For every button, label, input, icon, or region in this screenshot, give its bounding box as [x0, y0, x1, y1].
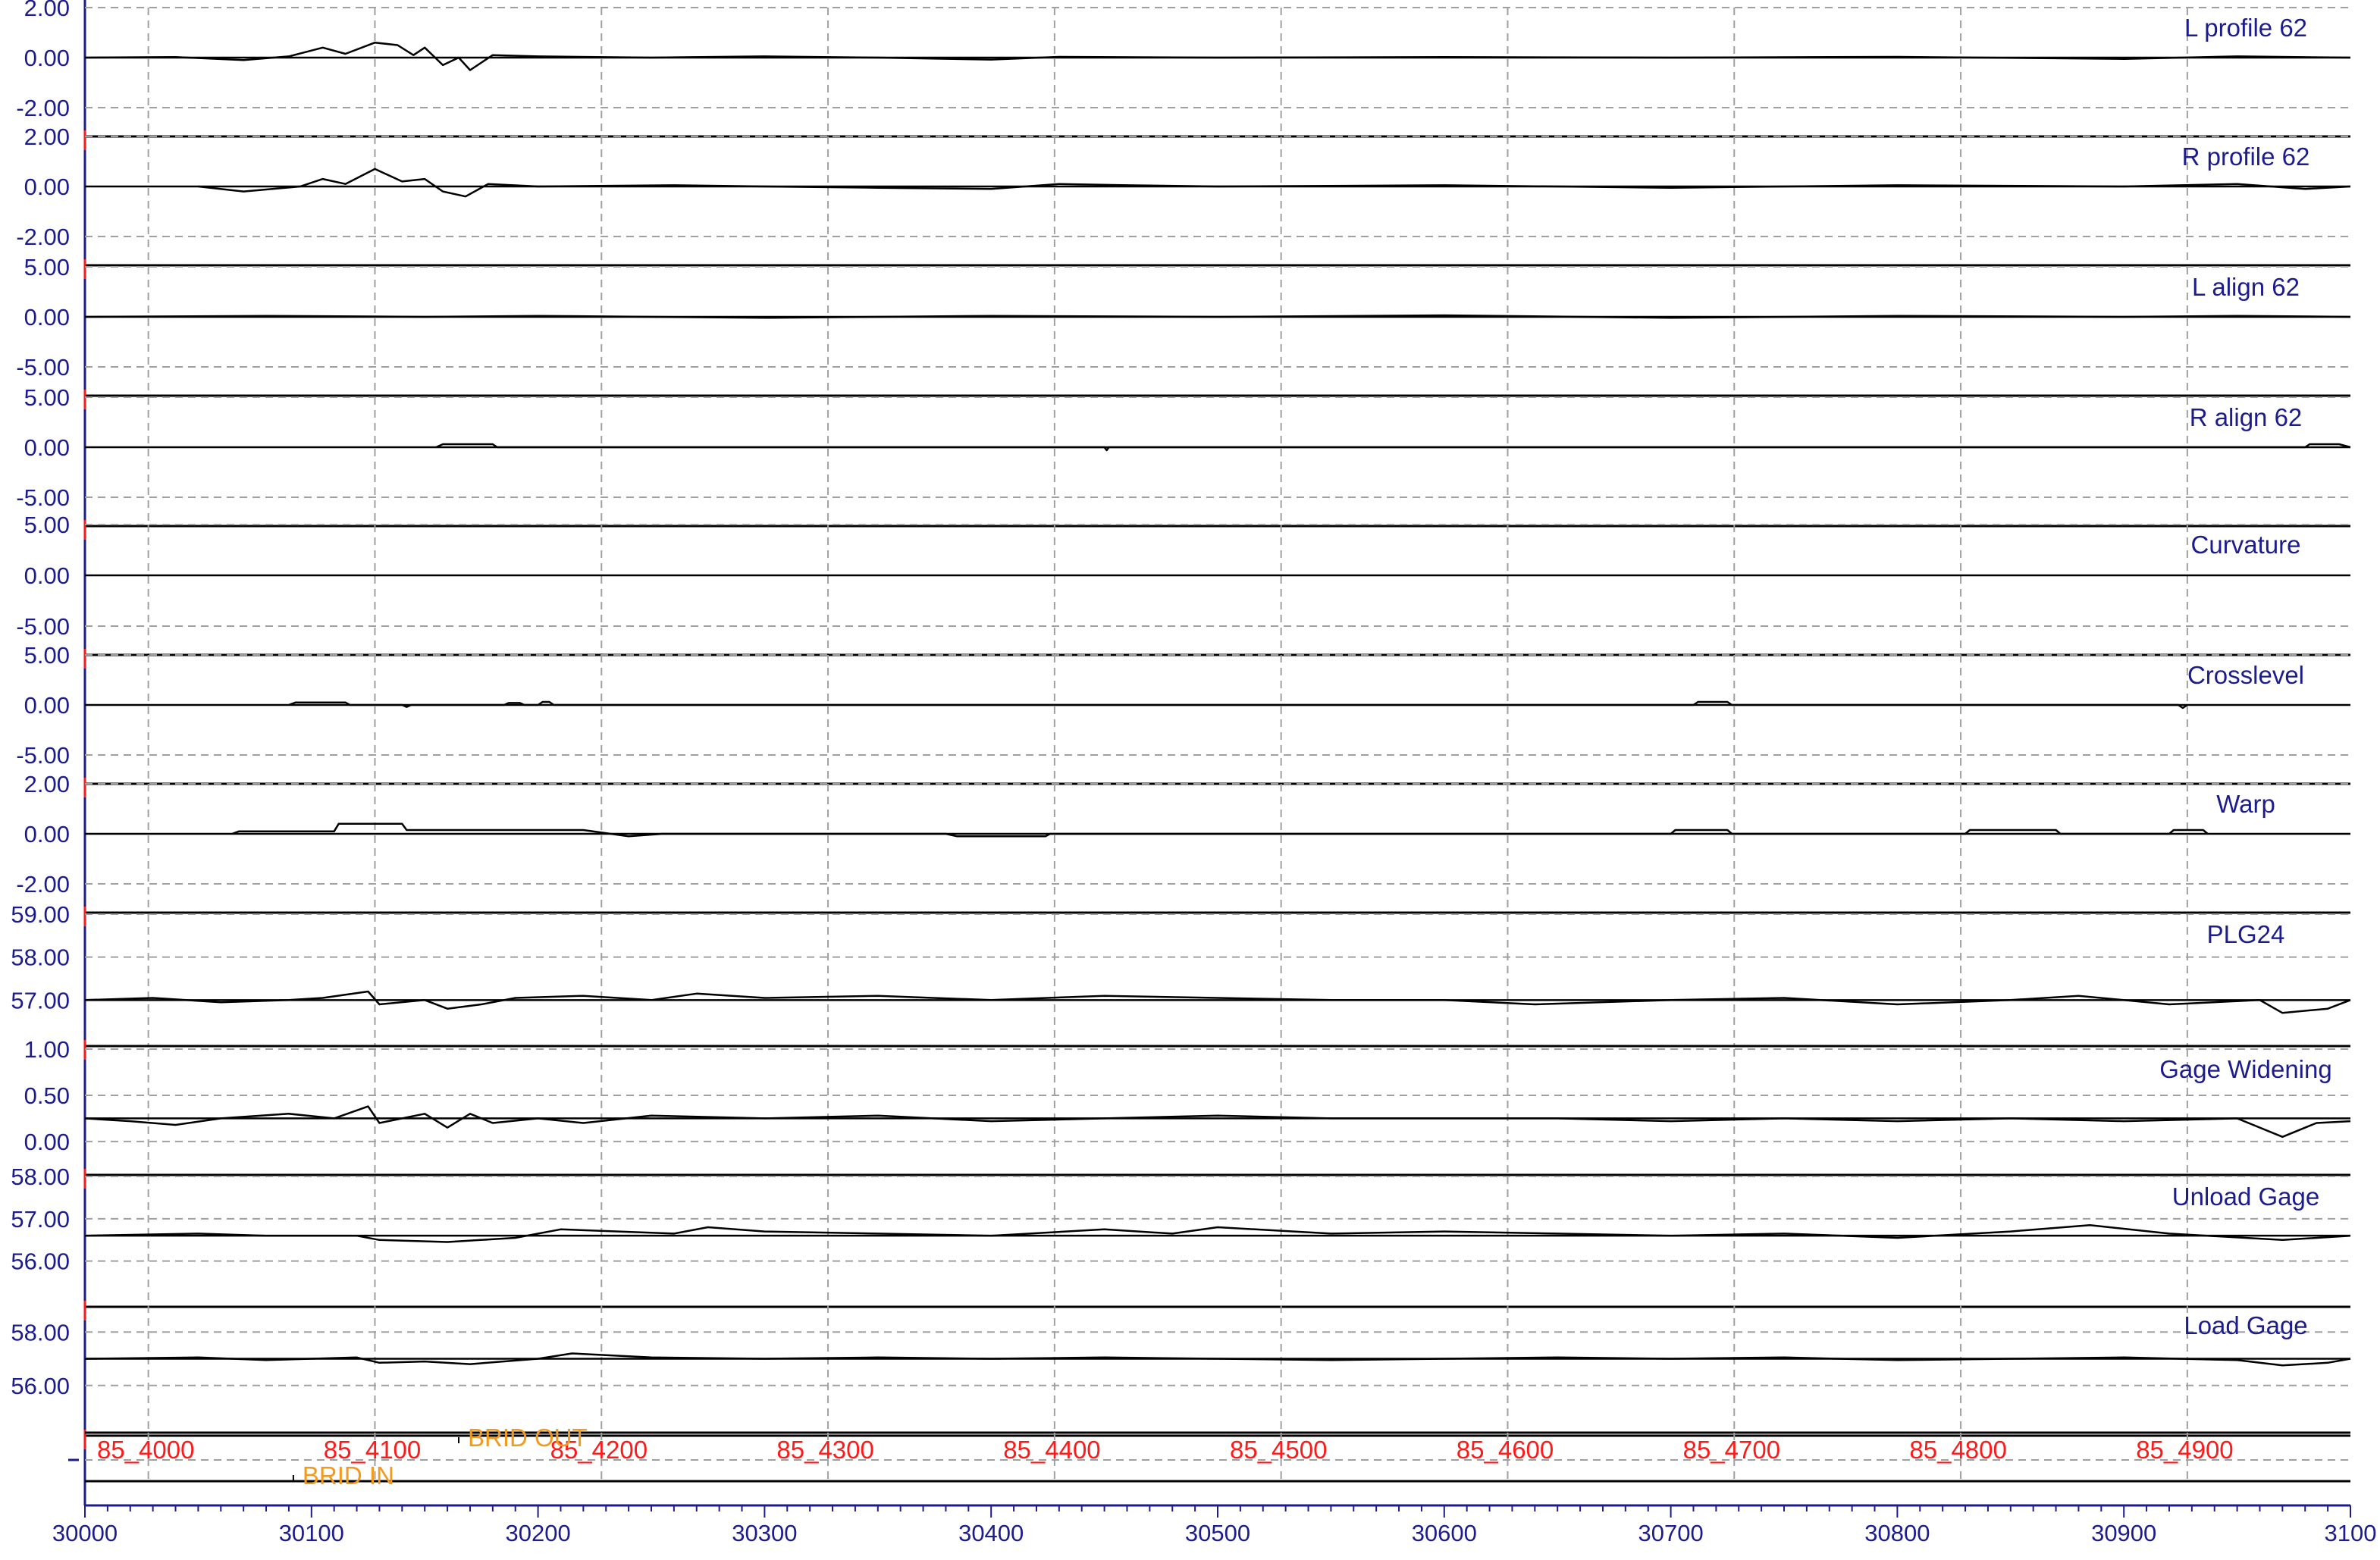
bridge-marker-label: BRID IN	[303, 1461, 394, 1490]
y-tick-label: 2.00	[24, 124, 70, 150]
y-tick-label: 0.50	[24, 1082, 70, 1109]
panel-label: PLG24	[2207, 920, 2285, 948]
x-tick-label: 30700	[1638, 1520, 1703, 1546]
y-tick-label: -2.00	[16, 871, 70, 897]
series-line	[84, 1105, 2351, 1139]
y-tick-label: 0.00	[24, 562, 70, 589]
x-tick-label: 30900	[2091, 1520, 2156, 1546]
station-marker-label: 85_4100	[324, 1436, 421, 1464]
panel-7: 2.00 0.00 -2.00 Warp	[16, 771, 2350, 926]
y-tick-label: -2.00	[16, 95, 70, 121]
series-line	[288, 700, 2188, 710]
y-tick-label: 0.00	[24, 1129, 70, 1155]
marker-band: 85_4000 85_4100 85_4200 85_4300 85_4400 85_45…	[68, 1424, 2350, 1490]
panel-2: 2.00 0.00 -2.00 R profile 62	[16, 124, 2351, 279]
y-tick-label: 1.00	[24, 1036, 70, 1063]
series-line	[84, 41, 2351, 71]
panel-1: 2.00 0.00 -2.00 L profile 62	[16, 0, 2351, 150]
panel-label: R profile 62	[2182, 143, 2310, 171]
y-tick-label: 0.00	[24, 692, 70, 719]
y-tick-label: 0.00	[24, 434, 70, 461]
y-tick-label: -5.00	[16, 354, 70, 381]
panel-6: 5.00 0.00 -5.00 Crosslevel	[16, 642, 2350, 797]
x-tick-label: 30800	[1864, 1520, 1930, 1546]
station-marker-label: 85_4900	[2136, 1436, 2233, 1464]
series-line	[84, 1352, 2351, 1367]
y-tick-label: 57.00	[11, 987, 70, 1013]
panel-10: 58.00 57.00 56.00 Unload Gage	[11, 1164, 2351, 1320]
y-tick-label: 58.00	[11, 944, 70, 971]
y-tick-label: 5.00	[24, 512, 70, 538]
y-tick-label: 58.00	[11, 1319, 70, 1345]
station-marker-label: 85_4000	[97, 1436, 194, 1464]
x-tick-label: 30200	[505, 1520, 570, 1546]
y-tick-label: 2.00	[24, 771, 70, 797]
y-tick-label: 0.00	[24, 174, 70, 200]
y-tick-label: 59.00	[11, 901, 70, 928]
panel-9: 1.00 0.50 0.00 Gage Widening	[24, 1036, 2351, 1189]
x-tick-label: 30500	[1185, 1520, 1250, 1546]
x-tick-label: 30600	[1412, 1520, 1477, 1546]
panel-11: 58.00 56.00 Load Gage	[11, 1305, 2351, 1449]
y-tick-label: -5.00	[16, 742, 70, 769]
station-marker-label: 85_4800	[1909, 1436, 2006, 1464]
series-line	[84, 990, 2351, 1014]
station-marker-label: 85_4300	[776, 1436, 873, 1464]
x-tick-label: 30300	[732, 1520, 797, 1546]
bridge-marker-label: BRID OUT	[468, 1424, 588, 1452]
panel-3: 5.00 0.00 -5.00 L align 62	[16, 254, 2351, 409]
series-line	[435, 443, 2351, 452]
panel-label: Unload Gage	[2172, 1183, 2319, 1211]
panel-8: 59.00 58.00 57.00 PLG24	[11, 901, 2351, 1060]
y-tick-label: 2.00	[24, 0, 70, 21]
panel-5: 5.00 0.00 -5.00 Curvature	[16, 512, 2350, 669]
series-line	[84, 1223, 2351, 1243]
panel-4: 5.00 0.00 -5.00 R align 62	[16, 384, 2351, 540]
y-tick-label: -5.00	[16, 484, 70, 511]
station-marker-label: 85_4400	[1003, 1436, 1100, 1464]
y-tick-label: 5.00	[24, 384, 70, 411]
series-line	[231, 822, 2209, 838]
panel-label: R align 62	[2190, 403, 2303, 431]
x-tick-label: 3100	[2325, 1520, 2377, 1546]
station-marker-label: 85_4600	[1457, 1436, 1554, 1464]
y-tick-label: -2.00	[16, 224, 70, 250]
panel-label: L align 62	[2192, 273, 2300, 301]
station-marker-label: 85_4700	[1683, 1436, 1780, 1464]
series-line	[198, 168, 2351, 198]
panel-label: Gage Widening	[2159, 1055, 2331, 1083]
x-tick-label: 30400	[958, 1520, 1024, 1546]
panel-label: Warp	[2216, 790, 2275, 818]
station-marker-label: 85_4500	[1230, 1436, 1327, 1464]
panel-label: Crosslevel	[2187, 661, 2304, 689]
y-tick-label: 58.00	[11, 1164, 70, 1190]
y-tick-label: -5.00	[16, 613, 70, 640]
y-tick-label: 0.00	[24, 45, 70, 71]
panel-label: L profile 62	[2184, 14, 2307, 42]
x-tick-label: 30100	[279, 1520, 344, 1546]
y-tick-label: 0.00	[24, 304, 70, 330]
y-tick-label: 0.00	[24, 821, 70, 847]
y-tick-label: 5.00	[24, 642, 70, 669]
y-tick-label: 56.00	[11, 1373, 70, 1399]
series-line	[84, 314, 2351, 319]
station-marker-label: 85_4200	[550, 1436, 648, 1464]
panel-label: Curvature	[2191, 531, 2301, 559]
y-tick-label: 5.00	[24, 254, 70, 280]
x-tick-label: 30000	[52, 1520, 118, 1546]
y-tick-label: 56.00	[11, 1248, 70, 1275]
y-tick-label: 57.00	[11, 1206, 70, 1233]
panel-label: Load Gage	[2184, 1311, 2307, 1339]
x-axis: 30000 30100 30200 30300 30400 30500 30600 30700…	[52, 1504, 2377, 1546]
